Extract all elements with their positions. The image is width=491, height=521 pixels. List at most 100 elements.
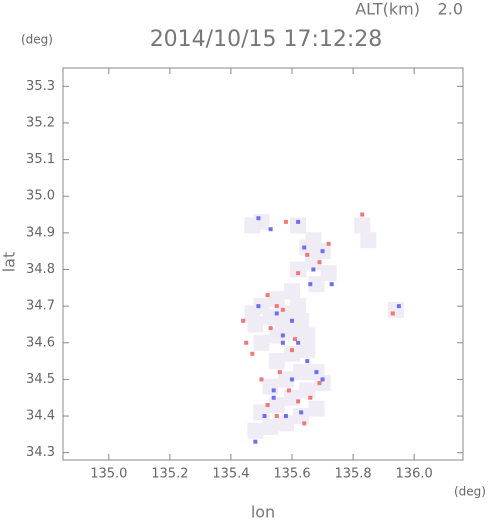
echo-point xyxy=(256,304,261,309)
echo-point xyxy=(247,422,264,439)
echo-point xyxy=(305,359,310,364)
echo-point xyxy=(299,410,304,415)
echo-point xyxy=(277,415,294,432)
echo-point xyxy=(320,265,337,282)
echo-point xyxy=(326,241,331,246)
echo-point xyxy=(253,439,258,444)
echo-point xyxy=(320,249,325,254)
y-tick-label: 35.3 xyxy=(26,79,55,94)
echo-point xyxy=(284,389,301,406)
echo-point xyxy=(268,227,273,232)
y-unit: (deg) xyxy=(21,33,53,47)
y-tick-label: 34.7 xyxy=(26,299,55,314)
x-unit: (deg) xyxy=(454,485,486,499)
echo-point xyxy=(256,216,261,221)
echo-point xyxy=(241,318,246,323)
echo-point xyxy=(250,351,255,356)
echo-point xyxy=(290,261,307,278)
plot-frame xyxy=(62,67,464,461)
echo-point xyxy=(274,316,291,333)
echo-point xyxy=(268,290,285,307)
echo-point xyxy=(265,403,270,408)
echo-point xyxy=(387,301,404,318)
echo-point xyxy=(305,252,310,257)
echo-point xyxy=(317,260,322,265)
echo-point xyxy=(274,311,279,316)
x-tick-label: 135.0 xyxy=(90,467,127,482)
echo-point xyxy=(271,395,276,400)
echo-point xyxy=(305,232,322,249)
altitude-value: 2.0 xyxy=(438,0,463,19)
echo-point xyxy=(290,348,295,353)
echo-point xyxy=(296,271,301,276)
echo-point xyxy=(268,397,285,414)
altitude-label: ALT(km) xyxy=(355,0,420,19)
echo-point xyxy=(280,307,285,312)
echo-point xyxy=(302,421,307,426)
echo-point xyxy=(390,311,395,316)
echo-point xyxy=(293,337,298,342)
echo-point xyxy=(302,245,307,250)
echo-point xyxy=(290,318,295,323)
echo-point xyxy=(277,371,294,388)
echo-point xyxy=(290,217,307,234)
echo-point xyxy=(286,388,291,393)
y-tick-label: 34.6 xyxy=(26,335,55,350)
y-axis-title: lat xyxy=(0,252,19,273)
echo-point xyxy=(244,305,261,322)
echo-point xyxy=(299,327,316,344)
echo-point xyxy=(268,353,285,370)
echo-point xyxy=(308,400,325,417)
echo-point xyxy=(280,340,285,345)
echo-point xyxy=(311,267,316,272)
echo-point xyxy=(265,293,270,298)
echo-point xyxy=(253,334,270,351)
echo-point xyxy=(253,213,270,230)
echo-point xyxy=(299,382,316,399)
echo-point xyxy=(244,340,249,345)
y-tick-label: 34.4 xyxy=(26,409,55,424)
echo-point xyxy=(320,377,325,382)
y-tick-label: 34.3 xyxy=(26,445,55,460)
y-tick-label: 35.1 xyxy=(26,152,55,167)
echo-point xyxy=(308,276,325,293)
echo-point xyxy=(329,282,334,287)
x-tick-label: 135.8 xyxy=(334,467,371,482)
echo-point xyxy=(274,304,279,309)
echo-point xyxy=(314,370,319,375)
y-tick-label: 35.2 xyxy=(26,115,55,130)
y-tick-label: 35.0 xyxy=(26,189,55,204)
echo-point xyxy=(308,282,313,287)
x-axis-title: lon xyxy=(251,503,275,521)
echo-point xyxy=(262,378,279,395)
x-tick-label: 135.6 xyxy=(273,467,310,482)
echo-point xyxy=(268,326,273,331)
echo-point xyxy=(299,342,316,359)
echo-point xyxy=(290,377,295,382)
echo-point xyxy=(296,219,301,224)
echo-point xyxy=(284,345,301,362)
x-tick-label: 136.0 xyxy=(396,467,433,482)
echo-point xyxy=(277,370,282,375)
echo-point xyxy=(293,364,310,381)
y-tick-label: 34.5 xyxy=(26,372,55,387)
echo-point xyxy=(259,377,264,382)
x-tick-label: 135.4 xyxy=(212,467,249,482)
echo-point xyxy=(354,217,371,234)
y-tick-label: 34.8 xyxy=(26,262,55,277)
echo-point xyxy=(290,298,307,315)
echo-point xyxy=(283,414,288,419)
echo-point xyxy=(296,399,301,404)
echo-point xyxy=(308,395,313,400)
y-tick-label: 34.9 xyxy=(26,225,55,240)
echo-point xyxy=(262,419,279,436)
echo-point xyxy=(293,408,310,425)
echo-point xyxy=(262,414,267,419)
echo-point xyxy=(274,414,279,419)
x-tick-label: 135.2 xyxy=(151,467,188,482)
echo-point xyxy=(280,333,285,338)
echo-point xyxy=(293,312,310,329)
echo-point xyxy=(360,232,377,249)
echo-point xyxy=(284,283,301,300)
